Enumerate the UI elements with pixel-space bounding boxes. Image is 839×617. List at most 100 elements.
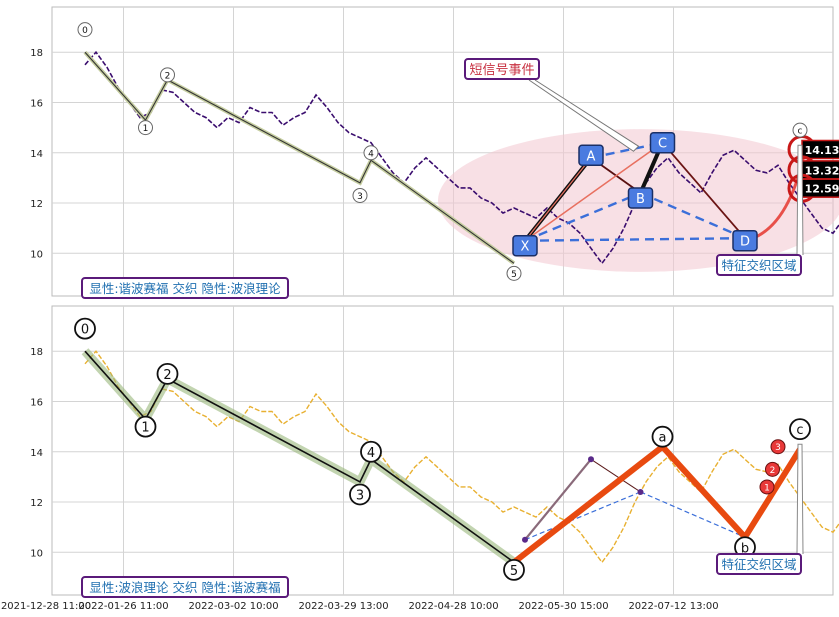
wave-label: 0 xyxy=(82,26,88,36)
price-line xyxy=(84,50,839,265)
wave-label-circle xyxy=(138,120,153,136)
wave-label: 2 xyxy=(163,368,171,383)
price-tag-value: 12.59 xyxy=(805,183,839,196)
wave-label-circle xyxy=(74,317,96,340)
wave-label-circle xyxy=(792,122,808,138)
wave-label-circle xyxy=(503,558,525,581)
wave-label: 1 xyxy=(141,421,149,436)
y-tick-label: 16 xyxy=(30,98,43,109)
y-tick-label: 14 xyxy=(30,149,43,160)
zone-pointer xyxy=(796,144,804,256)
y-tick-label: 12 xyxy=(30,199,43,210)
hidden-harmonic-point xyxy=(637,488,644,495)
hidden-harmonic-leg xyxy=(524,458,592,541)
sub-wave-label: 2 xyxy=(770,466,776,476)
sub-wave-circle xyxy=(759,479,775,495)
sub-wave-label: 1 xyxy=(764,483,770,493)
wave-label-circle xyxy=(160,67,175,83)
harmonic-point-box xyxy=(649,131,676,154)
wave-label-circle xyxy=(349,483,371,506)
harmonic-point-label: X xyxy=(521,240,530,255)
wave-label: a xyxy=(659,431,667,446)
price-tag-value: 13.32 xyxy=(805,164,839,177)
hidden-harmonic-dashed xyxy=(640,491,746,538)
wave-label: c xyxy=(798,127,803,137)
harmonic-dashed-line xyxy=(524,237,746,242)
wave-label-circle xyxy=(789,418,811,441)
wave-label-circle xyxy=(363,145,379,161)
hidden-harmonic-point xyxy=(588,456,594,463)
wave-label-circle xyxy=(352,187,368,203)
zone-label-box xyxy=(716,553,802,575)
panel-label-box xyxy=(81,576,289,598)
wave-label: 2 xyxy=(165,71,171,81)
harmonic-point-box xyxy=(627,187,654,209)
x-tick-label: 2022-04-28 10:00 xyxy=(408,601,498,612)
zone-label-box xyxy=(716,254,802,276)
wave-label: 5 xyxy=(510,564,518,579)
wave-label: 1 xyxy=(143,124,149,134)
wave-label: 3 xyxy=(356,488,364,503)
x-tick-label: 2021-12-28 11:00 xyxy=(1,601,91,612)
harmonic-point-label: C xyxy=(658,137,667,152)
wave-label: 4 xyxy=(368,149,374,159)
wave-line xyxy=(84,350,515,563)
hidden-harmonic-leg xyxy=(590,458,641,493)
y-tick-label: 16 xyxy=(30,397,43,408)
hidden-harmonic-dashed xyxy=(524,491,641,541)
panel-label-text: 显性:波浪理论 交织 隐性:谐波赛福 xyxy=(89,580,280,595)
wave-label: b xyxy=(741,541,749,556)
wave-label-circle xyxy=(651,425,674,448)
x-tick-label: 2022-01-26 11:00 xyxy=(78,601,168,612)
panel-label-box xyxy=(81,277,289,299)
sub-wave-circle xyxy=(765,461,780,477)
callout-box xyxy=(464,58,540,80)
harmonic-point-label: B xyxy=(636,192,645,207)
y-tick-label: 14 xyxy=(30,448,43,459)
wave-label: 3 xyxy=(357,192,363,202)
wave-label: 0 xyxy=(81,323,89,338)
zone-label-text: 特征交织区域 xyxy=(721,258,796,273)
wave-label: 5 xyxy=(511,270,517,280)
sub-wave-circle xyxy=(770,439,786,455)
correction-line xyxy=(512,443,803,565)
harmonic-leg-xa-hi xyxy=(524,157,592,242)
x-tick-label: 2022-03-29 13:00 xyxy=(298,601,388,612)
harmonic-leg-xc xyxy=(524,141,664,242)
wave-label-circle xyxy=(156,362,179,385)
wave-line xyxy=(84,51,515,264)
harmonic-point-label: D xyxy=(740,235,750,250)
harmonic-point-label: A xyxy=(587,149,596,164)
wave-label-circle xyxy=(506,265,522,281)
x-tick-label: 2022-05-30 15:00 xyxy=(518,601,608,612)
price-line xyxy=(84,350,839,564)
hidden-harmonic-point xyxy=(522,536,528,543)
wave-label: c xyxy=(796,423,803,438)
sub-wave-label: 3 xyxy=(775,443,781,453)
wave-label: 4 xyxy=(367,446,375,461)
y-tick-label: 18 xyxy=(30,347,43,358)
y-tick-label: 18 xyxy=(30,48,43,59)
zone-label-text: 特征交织区域 xyxy=(721,557,796,572)
harmonic-point-box xyxy=(732,229,758,252)
zone-pointer xyxy=(796,443,804,555)
x-tick-label: 2022-07-12 13:00 xyxy=(628,601,718,612)
wave-label-circle xyxy=(360,440,382,463)
harmonic-point-box xyxy=(578,144,604,167)
harmonic-leg-cd xyxy=(661,141,746,240)
y-tick-label: 10 xyxy=(30,249,43,260)
wave-label-circle xyxy=(77,22,93,38)
y-tick-label: 10 xyxy=(30,548,43,559)
x-tick-label: 2022-03-02 10:00 xyxy=(188,601,278,612)
harmonic-point-box xyxy=(512,234,538,257)
harmonic-dashed-line xyxy=(640,191,746,240)
panel-label-text: 显性:谐波赛福 交织 隐性:波浪理论 xyxy=(89,281,281,296)
top-panel: 1012141618XABCD14.1313.3212.59短信号事件01234… xyxy=(30,6,839,299)
y-tick-label: 12 xyxy=(30,498,43,509)
harmonic-dashed-line xyxy=(524,191,641,242)
callout-arrow xyxy=(528,79,640,152)
callout-text: 短信号事件 xyxy=(469,63,534,78)
price-tag-value: 14.13 xyxy=(805,144,839,157)
